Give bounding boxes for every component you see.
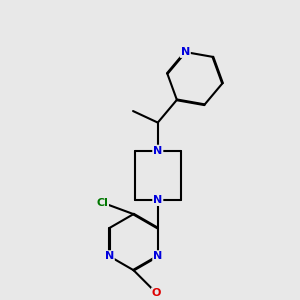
Text: N: N <box>181 47 190 57</box>
Text: N: N <box>105 251 114 261</box>
Text: Cl: Cl <box>96 198 108 208</box>
Text: N: N <box>153 146 162 156</box>
Text: N: N <box>153 251 162 261</box>
Text: N: N <box>153 195 162 205</box>
Text: O: O <box>152 288 161 298</box>
